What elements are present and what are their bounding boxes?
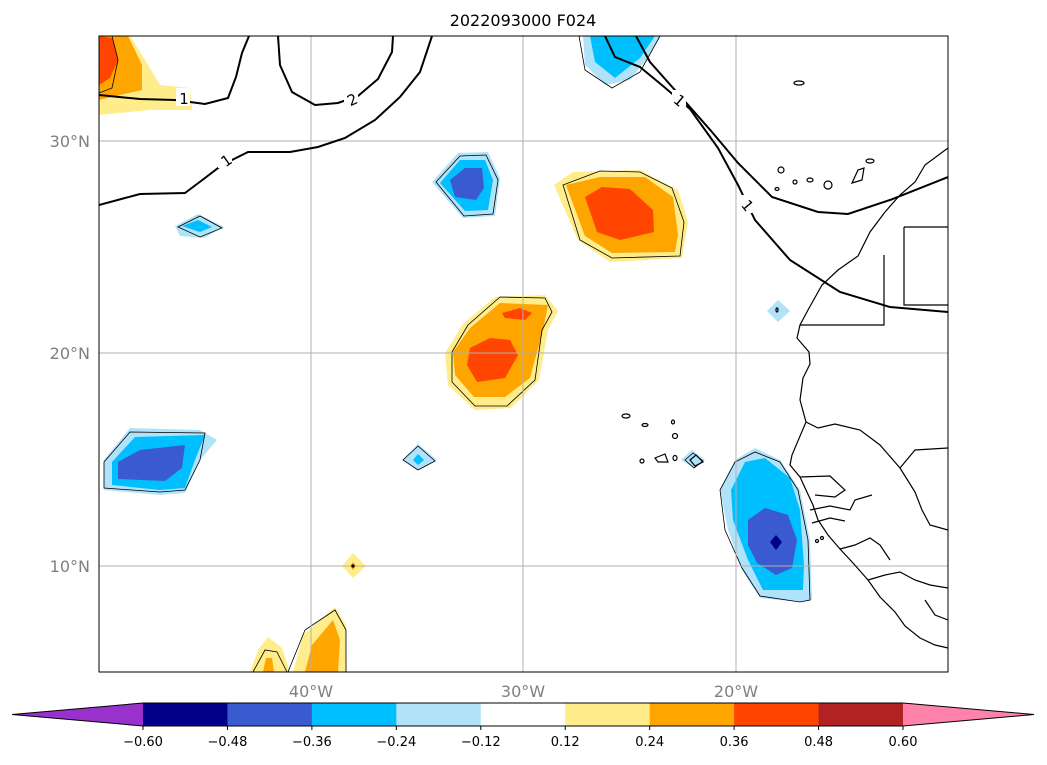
contour-label: 1 — [179, 90, 189, 108]
map-content — [99, 36, 948, 672]
positive-anomaly-region — [467, 338, 518, 382]
figure-title: 2022093000 F024 — [450, 11, 597, 30]
colorbar-tick-label: 0.24 — [635, 735, 664, 750]
lon-tick-label: 30°W — [501, 682, 545, 701]
colorbar-segment — [227, 703, 313, 726]
colorbar-tick-label: 0.60 — [889, 735, 918, 750]
colorbar-tick-label: 0.36 — [720, 735, 749, 750]
negative-anomaly-region — [413, 454, 424, 465]
colorbar-tick-label: −0.60 — [123, 735, 163, 750]
colorbar-segment — [734, 703, 820, 726]
colorbar-segment — [565, 703, 651, 726]
negative-anomaly-region — [118, 445, 185, 481]
colorbar-segment — [396, 703, 482, 726]
colorbar-tick-label: 0.12 — [551, 735, 580, 750]
lon-tick-label: 40°W — [289, 682, 333, 701]
positive-anomaly-region — [250, 637, 290, 672]
positive-anomaly-region — [263, 658, 274, 672]
contour-label-bg — [176, 88, 190, 106]
lat-tick-labels: 30°N 20°N 10°N — [50, 132, 90, 576]
colorbar-tick-label: −0.24 — [376, 735, 416, 750]
positive-anomaly-region — [585, 187, 654, 240]
anomaly-contour-outlines — [99, 36, 811, 672]
negative-anomaly-region — [770, 535, 782, 550]
contour-label-bg — [672, 90, 686, 108]
contour-label-bg — [740, 195, 754, 213]
contour-labels: 1 2 1 1 1 — [176, 88, 757, 215]
coastline — [789, 147, 948, 649]
colorbar-extend-low — [12, 703, 143, 726]
lon-tick-labels: 40°W 30°W 20°W — [289, 682, 758, 701]
colorbar-segment — [649, 703, 735, 726]
map-frame — [98, 35, 949, 673]
positive-anomaly-region — [305, 620, 340, 672]
colorbar-segment — [480, 703, 566, 726]
negative-anomaly-region — [182, 220, 212, 232]
positive-anomaly-region — [99, 36, 118, 85]
colorbar-tick-label: −0.36 — [292, 735, 332, 750]
colorbar-segments — [11, 702, 1035, 727]
colorbar-segment — [818, 703, 904, 726]
colorbar-ticks: −0.60 −0.48 −0.36 −0.24 −0.12 0.12 0.24 0.36 0.4… — [123, 726, 917, 750]
lat-tick-label: 20°N — [50, 344, 90, 363]
contour-label-bg — [344, 89, 358, 107]
colorbar-extend-high — [903, 703, 1034, 726]
lon-tick-label: 20°W — [714, 682, 758, 701]
colorbar-segment — [311, 703, 397, 726]
negative-anomaly-region — [590, 36, 655, 78]
colorbar-tick-label: −0.48 — [208, 735, 248, 750]
lat-tick-label: 10°N — [50, 557, 90, 576]
line-contours — [99, 36, 948, 313]
negative-anomaly-region — [450, 168, 484, 200]
positive-anomaly-region — [502, 308, 532, 320]
gridlines — [99, 36, 948, 672]
colorbar-segment — [143, 703, 228, 726]
contour-label-bg — [218, 150, 232, 168]
lat-tick-label: 30°N — [50, 132, 90, 151]
colorbar-tick-label: −0.12 — [461, 735, 501, 750]
colorbar: −0.60 −0.48 −0.36 −0.24 −0.12 0.12 0.24 0.36 0.4… — [11, 702, 1035, 750]
colorbar-tick-label: 0.48 — [804, 735, 833, 750]
islands — [351, 80, 875, 568]
